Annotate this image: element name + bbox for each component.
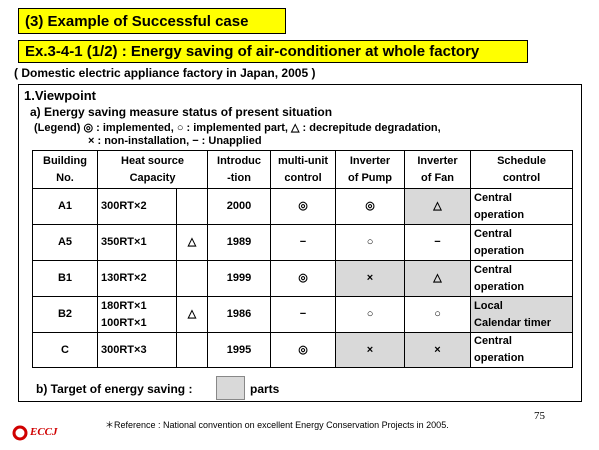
table-cell: △	[175, 296, 209, 333]
viewpoint-subheading: a) Energy saving measure status of prese…	[30, 105, 333, 119]
table-cell: ◎	[270, 188, 337, 225]
table-cell: Central operation	[470, 260, 574, 297]
table-cell: 300RT×2	[97, 188, 177, 225]
table-cell: 2000	[207, 188, 272, 225]
table-cell: −	[270, 224, 337, 261]
table-cell	[175, 188, 209, 225]
table-cell: 1986	[207, 296, 272, 333]
column-header: Inverter of Fan	[404, 150, 472, 189]
reference: ＊Reference : National convention on exce…	[105, 420, 449, 430]
table-cell: ◎	[270, 260, 337, 297]
table-cell: Central operation	[470, 188, 574, 225]
table-cell: ×	[335, 332, 406, 368]
table-cell: 350RT×1	[97, 224, 177, 261]
section-label: (3) Example of Successful case	[18, 8, 286, 34]
table-cell: ◎	[270, 332, 337, 368]
viewpoint-heading: 1.Viewpoint	[24, 88, 96, 103]
table-cell: C	[32, 332, 98, 368]
page-number: 75	[534, 410, 545, 422]
table-cell: B2	[32, 296, 98, 333]
column-header: multi-unit control	[270, 150, 337, 189]
column-header: Schedule control	[470, 150, 574, 189]
table-cell: Central operation	[470, 332, 574, 368]
table-cell	[175, 332, 209, 368]
table-cell	[175, 260, 209, 297]
table-cell: 1999	[207, 260, 272, 297]
table-cell: △	[404, 260, 472, 297]
table-cell: ◎	[335, 188, 406, 225]
table-cell: 1995	[207, 332, 272, 368]
target-label: b) Target of energy saving :	[36, 382, 193, 396]
table-cell: B1	[32, 260, 98, 297]
status-table: Building No. Heat source Capacity Introduc…	[32, 150, 574, 368]
table-cell: ○	[404, 296, 472, 333]
table-cell: 130RT×2	[97, 260, 177, 297]
table-cell: ×	[404, 332, 472, 368]
column-header: Heat source Capacity	[96, 150, 209, 189]
table-cell: 1989	[207, 224, 272, 261]
column-header: Building No.	[32, 150, 98, 189]
table-cell: ○	[335, 224, 406, 261]
table-cell: △	[404, 188, 472, 225]
table-row: B1 130RT×2 1999 ◎ × △ Central operation	[32, 260, 574, 297]
table-cell: ×	[335, 260, 406, 297]
subtitle: ( Domestic electric appliance factory in…	[14, 66, 316, 80]
logo-icon	[12, 425, 28, 441]
target-suffix: parts	[250, 382, 280, 396]
table-cell: A1	[32, 188, 98, 225]
table-cell: Local Calendar timer	[470, 296, 574, 333]
table-cell: −	[404, 224, 472, 261]
table-cell: A5	[32, 224, 98, 261]
column-header: Introduc -tion	[207, 150, 272, 189]
legend-line: × : non-installation, − : Unapplied	[88, 135, 262, 147]
legend-line: (Legend) ◎ : implemented, ○ : implemente…	[34, 122, 441, 134]
table-cell: Central operation	[470, 224, 574, 261]
content-frame	[18, 84, 582, 402]
table-cell: −	[270, 296, 337, 333]
target-swatch	[216, 376, 245, 400]
table-cell: ○	[335, 296, 406, 333]
slide-title: Ex.3-4-1 (1/2) : Energy saving of air-co…	[18, 40, 528, 63]
table-cell: △	[175, 224, 209, 261]
table-row: C 300RT×3 1995 ◎ × × Central operation	[32, 332, 574, 368]
column-header: Inverter of Pump	[335, 150, 406, 189]
logo-text: ECCJ	[30, 426, 58, 438]
table-row: A1 300RT×2 2000 ◎ ◎ △ Central operation	[32, 188, 574, 225]
table-row: A5 350RT×1 △ 1989− ○ − Central operation	[32, 224, 574, 261]
table-cell: 180RT×1 100RT×1	[97, 296, 177, 333]
table-cell: 300RT×3	[97, 332, 177, 368]
table-row: B2 180RT×1 100RT×1 △ 1986− ○ ○ Local Calendar …	[32, 296, 574, 333]
